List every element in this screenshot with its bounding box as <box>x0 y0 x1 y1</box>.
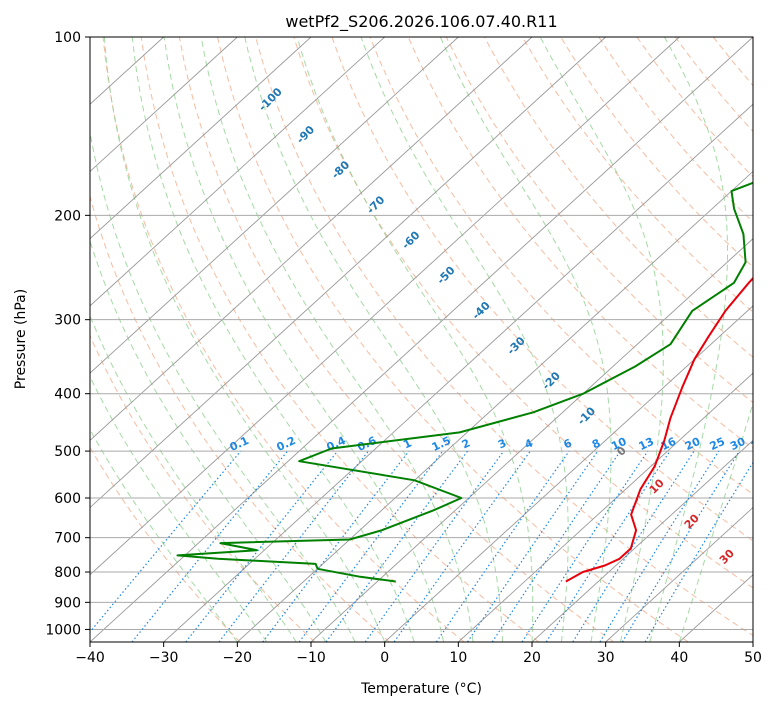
isotherm-line <box>458 372 753 642</box>
isotherm-line <box>90 37 459 374</box>
mixing-ratio-line <box>185 450 339 642</box>
moist-adiabat-line <box>90 314 297 642</box>
moist-adiabat-line <box>244 37 503 642</box>
moist-adiabat-line <box>360 37 569 642</box>
x-tick-label: 0 <box>380 650 389 666</box>
mixing-ratio-line <box>545 450 671 642</box>
moist-adiabats <box>90 37 753 642</box>
pressure-gridlines <box>90 37 753 630</box>
moist-adiabat-line <box>539 37 664 642</box>
moist-adiabat-line <box>103 37 386 642</box>
isotherm-line <box>90 37 533 441</box>
mixing-ratio-line <box>572 450 695 642</box>
y-tick-label: 900 <box>54 595 81 611</box>
isotherm-line <box>531 439 753 642</box>
mixing-ratio-line <box>325 450 468 642</box>
mixing-ratio-line <box>298 450 444 642</box>
isotherm-line <box>90 37 680 576</box>
dry-adiabat-line <box>483 37 753 358</box>
mixing-ratio-label: 13 <box>637 435 656 453</box>
isotherm-line <box>90 37 753 642</box>
dry-adiabat-line <box>331 37 753 542</box>
dry-adiabats <box>90 37 753 642</box>
mixing-ratio-line <box>262 450 410 642</box>
isotherm-line <box>310 238 753 642</box>
dry-adiabat-line <box>90 194 390 642</box>
dewpoint-line <box>176 181 753 583</box>
x-axis-ticks: −40 −30 −20 −10 0 10 20 30 40 50 <box>75 642 762 666</box>
moist-adiabat-line <box>131 37 415 642</box>
moist-adiabat-line <box>649 37 728 642</box>
moist-adiabat-line <box>90 129 356 642</box>
mixing-ratio-line <box>393 450 531 642</box>
dry-adiabat-line <box>407 37 753 449</box>
profile-series <box>176 181 753 583</box>
mixing-ratio-line <box>521 450 649 642</box>
temperature-line <box>565 276 753 583</box>
isotherm-line <box>90 37 385 307</box>
isotherm-line <box>605 506 753 642</box>
x-axis-label: Temperature (°C) <box>360 681 482 697</box>
y-tick-label: 600 <box>54 491 81 507</box>
y-tick-label: 300 <box>54 313 81 329</box>
x-tick-label: −40 <box>75 650 105 666</box>
x-tick-label: 20 <box>523 650 541 666</box>
moist-adiabat-line <box>90 375 268 642</box>
mixing-ratio-label: 10 <box>609 435 629 453</box>
mixing-ratio-line <box>491 450 621 642</box>
dry-adiabat-line <box>140 37 540 642</box>
dry-adiabat-line <box>445 37 753 404</box>
x-tick-label: 40 <box>670 650 688 666</box>
moist-adiabat-line <box>163 37 445 642</box>
mixing-ratio-line <box>466 450 599 642</box>
mixing-ratio-label: 36 <box>749 435 769 453</box>
moist-adiabat-line <box>678 401 753 642</box>
isotherm-line <box>90 37 312 240</box>
mixing-ratio-lines <box>90 450 753 642</box>
mixing-ratio-line <box>90 450 242 633</box>
y-tick-label: 1000 <box>45 622 81 638</box>
y-tick-label: 800 <box>54 565 81 581</box>
moist-adiabat-line <box>90 428 238 642</box>
dry-adiabat-line <box>369 37 753 495</box>
moist-adiabat-line <box>439 37 612 642</box>
x-tick-label: 10 <box>449 650 467 666</box>
isotherm-line <box>90 37 606 509</box>
isotherm-line <box>90 37 238 173</box>
y-tick-label: 500 <box>54 444 81 460</box>
y-tick-label: 700 <box>54 531 81 547</box>
x-tick-label: 50 <box>744 650 762 666</box>
y-tick-label: 200 <box>54 208 81 224</box>
dry-adiabat-line <box>255 37 753 637</box>
x-tick-label: −30 <box>149 650 179 666</box>
dry-adiabat-line <box>522 37 753 313</box>
moist-adiabat-line <box>200 37 474 642</box>
moist-adiabat-line <box>90 239 327 642</box>
isotherm-line <box>237 170 753 642</box>
y-axis-label: Pressure (hPa) <box>13 289 29 389</box>
dry-adiabat-line <box>217 37 689 642</box>
plot-frame <box>89 36 754 643</box>
x-tick-label: −10 <box>296 650 326 666</box>
isotherm-line <box>384 305 753 642</box>
y-tick-label: 100 <box>54 30 81 46</box>
moist-adiabat-line <box>296 37 534 642</box>
mixing-ratio-label: 20 <box>683 435 703 453</box>
y-axis-ticks: 100 200 300 400 500 600 700 800 900 1000 <box>45 30 90 638</box>
mixing-ratio-label: 30 <box>728 435 748 453</box>
mixing-ratio-label: 25 <box>708 435 727 453</box>
chart-title: wetPf2_S206.2026.106.07.40.R11 <box>285 12 557 32</box>
x-tick-label: 30 <box>597 650 615 666</box>
mixing-ratio-line <box>131 450 289 642</box>
mixing-ratio-line <box>621 450 740 642</box>
dry-adiabat-line <box>102 37 465 642</box>
mixing-ratio-line <box>435 450 570 642</box>
y-tick-label: 400 <box>54 387 81 403</box>
x-tick-label: −20 <box>223 650 253 666</box>
mixing-ratio-line <box>364 450 505 642</box>
dry-adiabat-line <box>178 37 614 642</box>
